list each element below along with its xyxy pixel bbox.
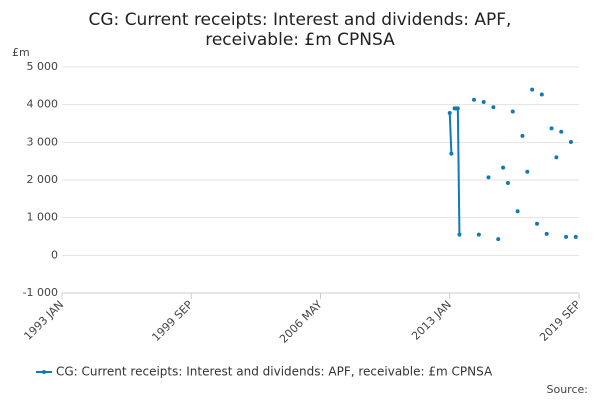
data-point [520,133,525,138]
data-point [496,237,501,242]
data-point [534,221,539,226]
legend-label: CG: Current receipts: Interest and divid… [56,365,493,379]
data-point [515,209,520,214]
data-point [554,155,559,160]
data-point [573,234,578,239]
x-tick-label: 2013 JAN [409,298,454,343]
y-tick-label: 1 000 [27,211,59,224]
y-tick-label: 3 000 [27,135,59,148]
y-tick-label: -1 000 [23,286,58,299]
x-tick-label: 2006 MAY [277,298,325,346]
chart-title: receivable: £m CPNSA [205,30,395,50]
data-point [530,87,535,92]
data-point [457,232,462,237]
series-line [454,107,461,235]
data-point [539,92,544,97]
data-point [505,181,510,186]
x-tick-label: 1993 JAN [21,298,66,343]
data-point [568,139,573,144]
data-point [447,110,452,115]
legend-marker [42,370,46,374]
data-point [559,129,564,134]
data-point [510,109,515,114]
y-tick-label: 4 000 [27,98,59,111]
x-tick-label: 2019 SEP [537,298,583,344]
y-axis-label: £m [12,46,30,59]
y-tick-label: 0 [51,248,58,261]
data-point [455,106,460,111]
data-point [501,165,506,170]
data-point [476,232,481,237]
data-point [449,151,454,156]
series-line [448,112,453,154]
chart-title: CG: Current receipts: Interest and divid… [89,10,512,30]
data-point [486,175,491,180]
x-tick-label: 1999 SEP [149,298,195,344]
y-tick-label: 2 000 [27,173,59,186]
data-point [471,97,476,102]
y-tick-label: 5 000 [27,60,59,73]
data-point [564,234,569,239]
data-point [481,100,486,105]
data-point [491,105,496,110]
data-point [549,126,554,131]
source: Source: [547,383,589,396]
data-point [525,169,530,174]
data-point [544,231,549,236]
